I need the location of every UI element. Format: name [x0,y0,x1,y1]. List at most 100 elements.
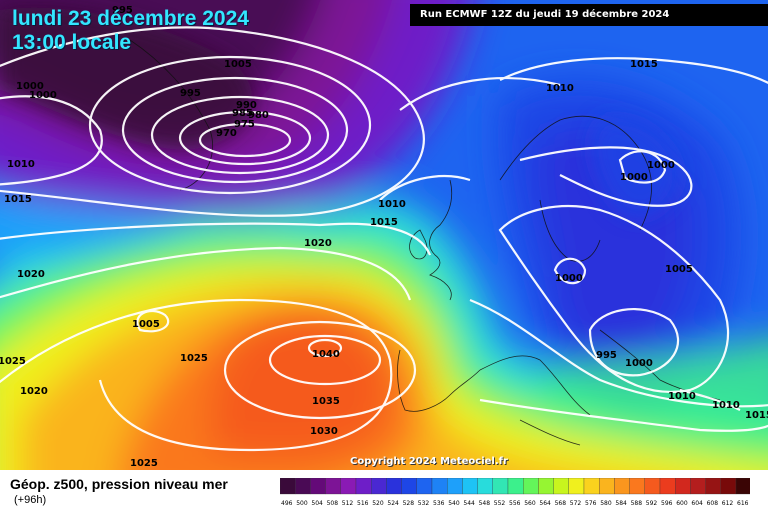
isobar-lines [0,26,768,452]
isobar-label: 1010 [668,391,696,402]
legend-tick-label: 548 [479,500,491,507]
legend-tick-label: 520 [372,500,384,507]
legend-tick-label: 588 [631,500,643,507]
legend-tick-label: 528 [403,500,415,507]
z500-color-field [0,0,768,470]
isobar-label: 1015 [370,217,398,228]
isobar-label: 1015 [630,59,658,70]
legend-color-swatch [447,478,463,495]
legend-tick-label: 568 [555,500,567,507]
isobar-label: 1010 [7,159,35,170]
legend-tick-label: 552 [494,500,506,507]
isobar-label: 1000 [29,90,57,101]
isobar-label: 1005 [665,264,693,275]
isobar-label: 1040 [312,349,340,360]
isobar-label: 1025 [180,353,208,364]
isobar-label: 970 [216,128,237,139]
isobar-label: 1000 [16,81,44,92]
legend-tick-label: 508 [327,500,339,507]
isobar-label: 990 [236,100,257,111]
legend-color-swatch [355,478,372,495]
map-parameter-title: Géop. z500, pression niveau mer [10,476,228,492]
legend-color-swatch [416,478,433,495]
legend-color-swatch [690,478,706,495]
legend-tick-label: 496 [281,500,293,507]
isobar-label: 1010 [378,199,406,210]
legend-tick-label: 556 [509,500,521,507]
isobar-label: 1035 [312,396,340,407]
legend-tick-label: 604 [691,500,703,507]
isobar-label: 1025 [130,458,158,469]
legend-color-swatch [629,478,645,495]
isobar-label: 995 [112,5,133,16]
legend-tick-label: 512 [342,500,354,507]
legend-color-swatch [538,478,554,495]
isobar-label: 995 [596,350,617,361]
legend-color-swatch [705,478,721,495]
isobar-label: 995 [180,88,201,99]
legend-color-swatch [675,478,691,495]
legend-color-swatch [401,478,417,495]
isobar-label: 1015 [745,410,768,421]
legend-tick-label: 592 [646,500,658,507]
isobar-label: 1010 [712,400,740,411]
legend-tick-label: 580 [600,500,612,507]
isobar-label: 1010 [546,83,574,94]
legend-color-swatch [599,478,615,495]
legend-color-swatch [507,478,524,495]
legend-color-swatch [280,478,296,495]
isobar-label: 975 [234,119,255,130]
legend-tick-label: 584 [615,500,627,507]
legend-color-swatch [523,478,539,495]
run-info-banner [410,4,768,26]
legend-color-swatch [553,478,569,495]
isobar-label: 1005 [224,59,252,70]
legend-tick-label: 516 [357,500,369,507]
legend-color-swatch [659,478,676,495]
isobar-label: 985 [232,108,253,119]
isobar-label: 1020 [20,386,48,397]
legend-tick-label: 560 [524,500,536,507]
copyright-notice: Copyright 2024 Meteociel.fr [350,456,508,467]
legend-tick-label: 612 [722,500,734,507]
isobar-label: 1020 [17,269,45,280]
legend-tick-label: 564 [539,500,551,507]
legend-tick-label: 608 [707,500,719,507]
legend-tick-label: 600 [676,500,688,507]
isobar-label: 1000 [620,172,648,183]
isobar-label: 1015 [4,194,32,205]
forecast-lead-time: (+96h) [14,494,47,506]
legend-color-swatch [735,478,750,495]
isobar-label: 1000 [555,273,583,284]
legend-color-swatch [340,478,357,495]
legend-tick-label: 544 [463,500,475,507]
legend-color-swatch [568,478,585,495]
legend-tick-label: 576 [585,500,597,507]
legend-color-swatch [644,478,661,495]
legend-color-swatch [492,478,509,495]
legend-tick-label: 500 [296,500,308,507]
isobar-label: 1000 [625,358,653,369]
legend-color-swatch [295,478,311,495]
legend-tick-label: 536 [433,500,445,507]
color-scale-legend: 496 500 504 508 512 516 520 524 528 532 536 540 544 5… [280,478,750,507]
forecast-date: lundi 23 décembre 2024 [12,7,249,30]
legend-color-swatch [614,478,630,495]
legend-tick-label: 540 [448,500,460,507]
geopotential-map: 995 1000 1000 1005 995 990 985 980 975 9… [0,0,768,470]
isobar-label: 1030 [310,426,338,437]
legend-tick-label: 532 [418,500,430,507]
isobar-label: 1005 [132,319,160,330]
legend-tick-label: 596 [661,500,673,507]
legend-tick-label: 616 [737,500,749,507]
isobar-labels: 995 1000 1000 1005 995 990 985 980 975 9… [0,5,768,469]
isobar-label: 1020 [304,238,332,249]
legend-color-swatch [583,478,600,495]
legend-tick-label: 524 [387,500,399,507]
legend-color-swatch [371,478,387,495]
legend-color-swatch [325,478,341,495]
legend-tick-label: 504 [311,500,323,507]
legend-color-swatch [310,478,326,495]
legend-color-swatch [431,478,448,495]
